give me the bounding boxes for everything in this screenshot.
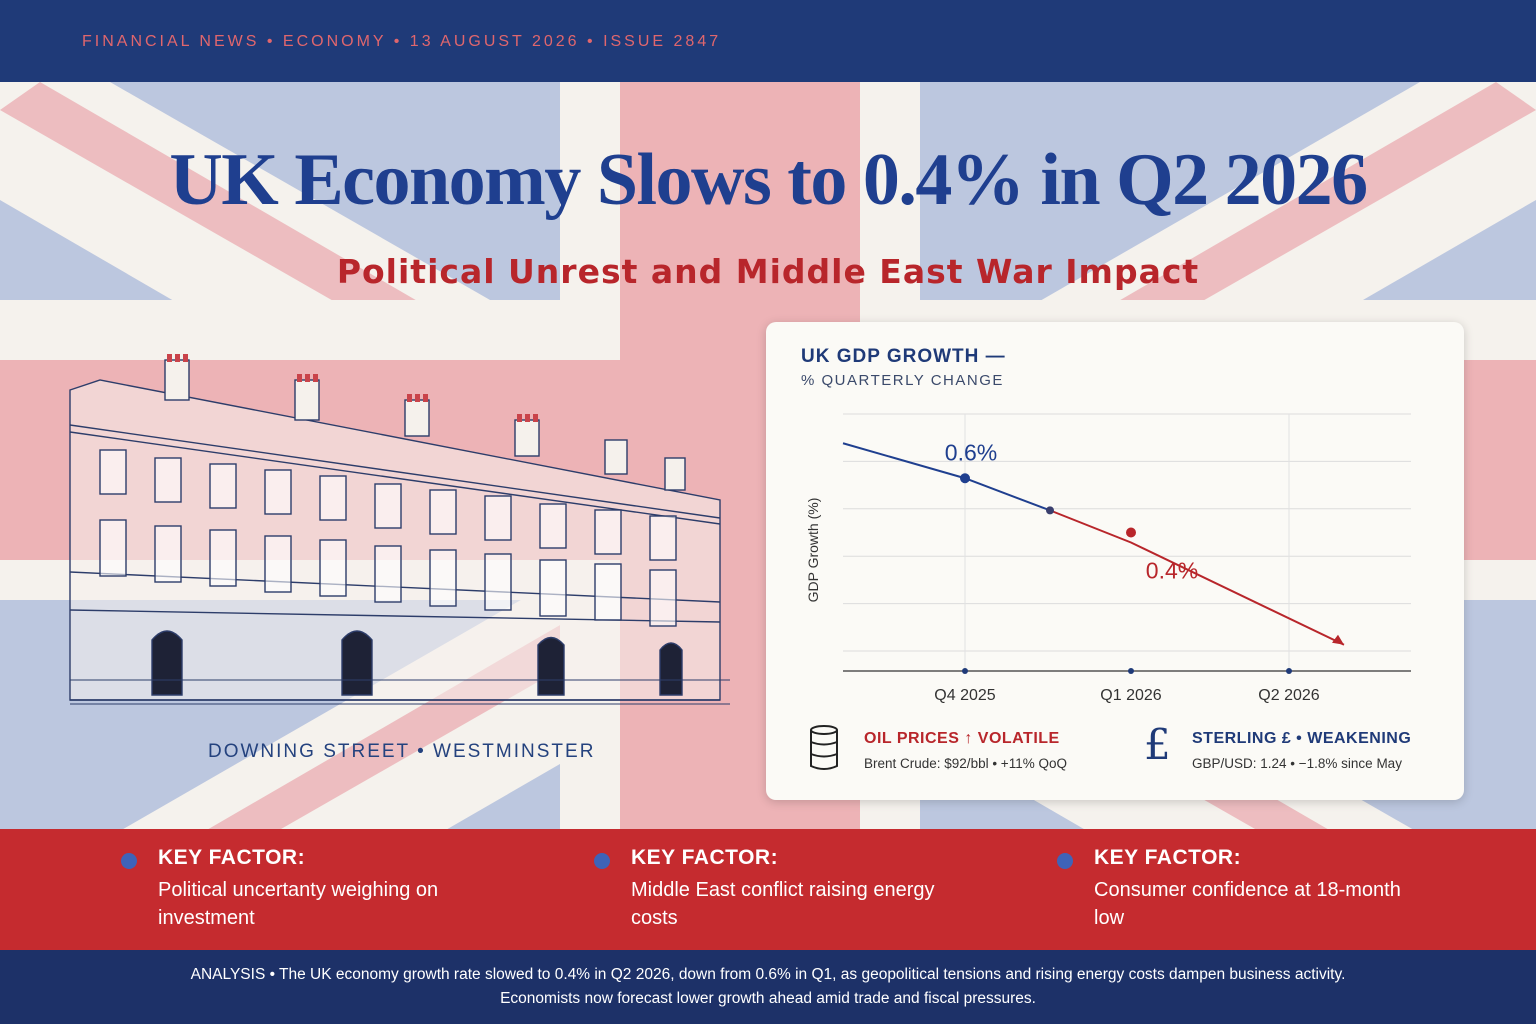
analysis-line-2: Economists now forecast lower growth ahe… xyxy=(500,990,1036,1007)
oil-indicator-title: OIL PRICES ↑ VOLATILE xyxy=(864,730,1060,747)
y-axis-label: GDP Growth (%) xyxy=(805,498,821,603)
x-tick xyxy=(1128,668,1134,674)
analysis-footer: ANALYSIS • The UK economy growth rate sl… xyxy=(0,950,1536,1024)
analysis-line-1: ANALYSIS • The UK economy growth rate sl… xyxy=(190,966,1346,983)
chart-title: UK GDP GROWTH — xyxy=(801,346,1006,367)
key-factor-text: Consumer confidence at 18-month low xyxy=(1094,879,1401,929)
key-factor-3: KEY FACTOR: Consumer confidence at 18-mo… xyxy=(1057,846,1414,932)
sterling-indicator-title: STERLING £ • WEAKENING xyxy=(1192,730,1412,747)
data-label: 0.4% xyxy=(1146,558,1198,584)
x-tick-label: Q2 2026 xyxy=(1258,687,1319,704)
bullet-icon xyxy=(594,853,610,869)
gdp-chart-card: GDP Growth (%) Q4 2025 Q1 2026 Q2 2026 0.6% 0… xyxy=(766,322,1464,800)
key-factor-label: KEY FACTOR: xyxy=(1094,846,1242,869)
key-factor-2: KEY FACTOR: Middle East conflict raising… xyxy=(594,846,951,932)
key-factor-label: KEY FACTOR: xyxy=(158,846,306,869)
subheadline: Political Unrest and Middle East War Imp… xyxy=(336,252,1200,291)
bullet-icon xyxy=(1057,853,1073,869)
key-factor-text: Middle East conflict raising energy cost… xyxy=(631,879,935,929)
x-tick xyxy=(1286,668,1292,674)
top-bar: FINANCIAL NEWS • ECONOMY • 13 AUGUST 202… xyxy=(0,0,1536,82)
key-factor-1: KEY FACTOR: Political uncertanty weighin… xyxy=(121,846,478,932)
data-point xyxy=(1126,527,1136,538)
x-tick xyxy=(962,668,968,674)
series-line-late xyxy=(1049,509,1345,646)
gdp-line-chart: GDP Growth (%) Q4 2025 Q1 2026 Q2 2026 0.6% 0… xyxy=(805,413,1411,704)
key-factors-band xyxy=(0,829,1536,950)
key-factor-text: Political uncertanty weighing on investm… xyxy=(158,879,439,929)
oil-barrel-icon xyxy=(810,725,838,770)
data-label: 0.6% xyxy=(945,439,997,465)
x-tick-label: Q1 2026 xyxy=(1100,687,1161,704)
data-point xyxy=(1046,506,1054,515)
dateline: FINANCIAL NEWS • ECONOMY • 13 AUGUST 202… xyxy=(82,33,722,50)
oil-indicator-detail: Brent Crude: $92/bbl • +11% QoQ xyxy=(864,756,1067,771)
data-point xyxy=(960,473,970,484)
key-factor-label: KEY FACTOR: xyxy=(631,846,779,869)
illustration-caption: DOWNING STREET • WESTMINSTER xyxy=(208,741,596,762)
sterling-indicator-detail: GBP/USD: 1.24 • −1.8% since May xyxy=(1192,756,1402,771)
chart-subtitle: % QUARTERLY CHANGE xyxy=(801,372,1004,389)
x-tick-label: Q4 2025 xyxy=(934,687,995,704)
arrowhead xyxy=(1332,634,1344,645)
headline: UK Economy Slows to 0.4% in Q2 2026 xyxy=(169,139,1368,221)
bullet-icon xyxy=(121,853,137,869)
townhouse-illustration xyxy=(69,354,730,705)
pound-icon: £ xyxy=(1144,720,1171,769)
